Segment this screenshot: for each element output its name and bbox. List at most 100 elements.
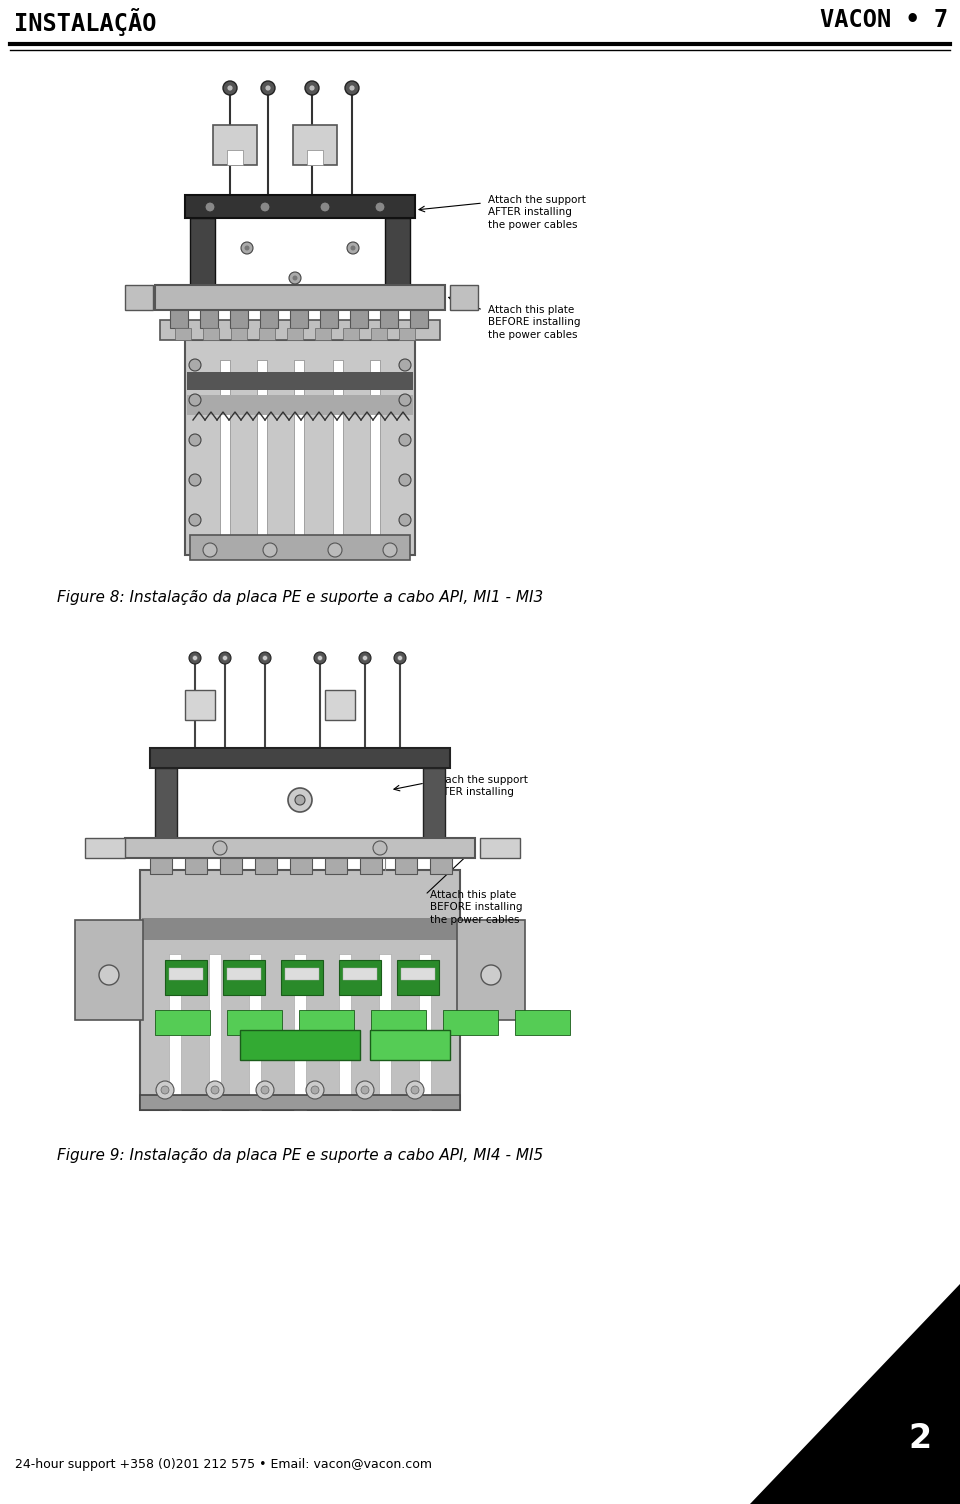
Circle shape (314, 653, 326, 663)
Bar (85, 838, 125, 857)
Bar (418, 842, 450, 850)
Bar (75, 920, 143, 1020)
Bar (240, 1030, 360, 1060)
Circle shape (399, 359, 411, 371)
Bar (175, 328, 191, 340)
Circle shape (289, 272, 301, 284)
Circle shape (223, 81, 237, 95)
Circle shape (309, 86, 315, 92)
Bar (249, 954, 261, 1110)
Bar (155, 284, 445, 310)
Circle shape (399, 435, 411, 447)
Circle shape (259, 653, 271, 663)
Bar (227, 969, 261, 981)
Bar (339, 960, 381, 996)
Circle shape (189, 474, 201, 486)
Bar (343, 969, 377, 981)
Circle shape (356, 1081, 374, 1099)
Text: Attach this plate
BEFORE installing
the power cables: Attach this plate BEFORE installing the … (430, 890, 522, 925)
FancyBboxPatch shape (185, 340, 415, 555)
Circle shape (359, 653, 371, 663)
Bar (257, 359, 267, 555)
Bar (230, 310, 248, 328)
Bar (515, 1011, 570, 1035)
Bar (190, 535, 410, 559)
Bar (220, 857, 242, 874)
Circle shape (306, 1081, 324, 1099)
Circle shape (213, 841, 227, 854)
Bar (360, 857, 382, 874)
Circle shape (262, 656, 268, 660)
Circle shape (241, 242, 253, 254)
Circle shape (305, 81, 319, 95)
Text: Figure 9: Instalação da placa PE e suporte a cabo API, MI4 - MI5: Figure 9: Instalação da placa PE e supor… (57, 1148, 543, 1163)
Bar (150, 747, 450, 769)
Bar (150, 842, 182, 850)
Bar (200, 310, 218, 328)
Circle shape (350, 245, 355, 251)
Circle shape (203, 543, 217, 556)
Bar (260, 310, 278, 328)
Bar (410, 310, 428, 328)
Circle shape (311, 1086, 319, 1093)
Circle shape (349, 86, 355, 92)
Bar (125, 284, 153, 310)
Bar (371, 1011, 426, 1035)
Bar (160, 320, 440, 340)
Bar (385, 218, 410, 308)
Bar (203, 328, 219, 340)
Bar (290, 310, 308, 328)
Circle shape (406, 1081, 424, 1099)
Circle shape (383, 543, 397, 556)
Circle shape (261, 81, 275, 95)
Circle shape (347, 242, 359, 254)
Circle shape (189, 435, 201, 447)
Bar (423, 769, 445, 848)
Circle shape (363, 656, 368, 660)
Circle shape (205, 202, 215, 212)
Circle shape (211, 1086, 219, 1093)
Circle shape (189, 394, 201, 406)
Bar (169, 969, 203, 981)
Circle shape (399, 474, 411, 486)
Circle shape (345, 81, 359, 95)
Circle shape (265, 86, 271, 92)
Circle shape (227, 86, 233, 92)
Circle shape (99, 966, 119, 985)
Bar (209, 954, 221, 1110)
Circle shape (397, 656, 402, 660)
Bar (333, 359, 343, 555)
Bar (187, 371, 413, 390)
Bar (307, 150, 323, 165)
Bar (140, 869, 460, 1110)
Bar (320, 310, 338, 328)
Circle shape (411, 1086, 419, 1093)
Bar (213, 125, 257, 165)
Bar (315, 328, 331, 340)
Circle shape (318, 656, 323, 660)
Circle shape (293, 275, 298, 281)
Circle shape (263, 543, 277, 556)
Bar (185, 857, 207, 874)
Circle shape (481, 966, 501, 985)
Circle shape (399, 514, 411, 526)
Circle shape (206, 1081, 224, 1099)
Circle shape (161, 1086, 169, 1093)
Bar (443, 1011, 498, 1035)
Bar (419, 954, 431, 1110)
Bar (299, 1011, 354, 1035)
Bar (142, 917, 458, 940)
Bar (187, 396, 413, 415)
Bar (380, 310, 398, 328)
Bar (343, 328, 359, 340)
Text: Attach this plate
BEFORE installing
the power cables: Attach this plate BEFORE installing the … (488, 305, 581, 340)
Bar (185, 690, 215, 720)
Circle shape (375, 202, 385, 212)
Bar (457, 920, 525, 1020)
Text: 2: 2 (908, 1423, 931, 1456)
Bar (155, 1011, 210, 1035)
Bar (220, 359, 230, 555)
Bar (290, 857, 312, 874)
Bar (125, 838, 475, 857)
Circle shape (219, 653, 231, 663)
